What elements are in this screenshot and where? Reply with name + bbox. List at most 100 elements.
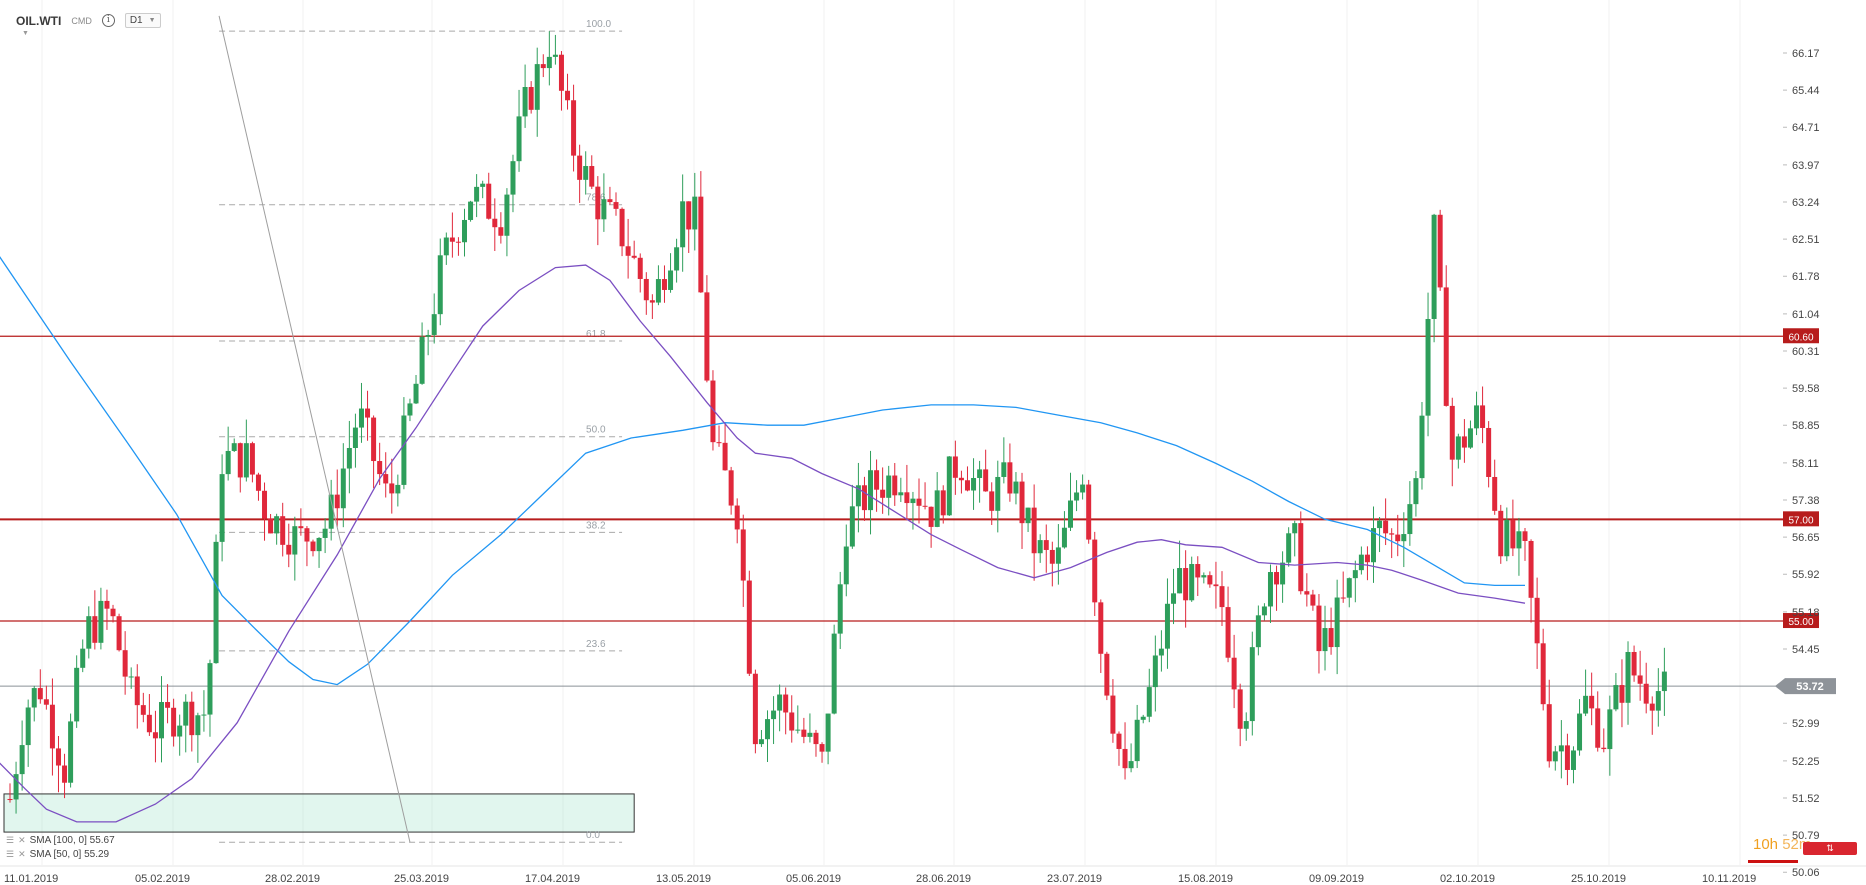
level-tag-label: 60.60	[1788, 332, 1813, 343]
candle	[298, 526, 304, 529]
candle	[1492, 476, 1498, 511]
close-icon[interactable]: ✕	[18, 849, 26, 859]
candle	[165, 702, 171, 708]
candle	[1025, 507, 1031, 524]
candle	[1601, 747, 1607, 750]
candle	[801, 729, 807, 737]
candle	[1449, 405, 1455, 460]
candle	[62, 765, 68, 783]
candle	[401, 415, 407, 485]
candle	[19, 745, 25, 775]
candle	[522, 87, 528, 117]
info-icon[interactable]: i	[101, 14, 115, 27]
candle	[86, 616, 92, 649]
candle	[1558, 745, 1564, 752]
candle	[31, 688, 37, 708]
candle	[13, 774, 19, 800]
candle	[940, 490, 946, 516]
candle	[922, 505, 928, 507]
symbol-label[interactable]: OIL.WTI	[16, 13, 62, 28]
candle	[1140, 716, 1146, 720]
candle	[583, 166, 589, 180]
candle	[746, 580, 752, 674]
candle	[1280, 562, 1286, 585]
candle	[1401, 534, 1407, 542]
candle	[619, 208, 625, 247]
candle	[37, 688, 43, 700]
candle	[310, 541, 316, 552]
trade-button[interactable]: ⇅	[1803, 842, 1857, 855]
candle	[765, 719, 770, 740]
candle	[958, 477, 964, 481]
settings-icon[interactable]: ☰	[6, 835, 15, 845]
candle	[346, 447, 352, 469]
timeframe-select[interactable]: D1 ▼	[124, 13, 161, 28]
collapse-arrow-icon[interactable]: ▼	[22, 30, 29, 37]
candle	[455, 241, 461, 243]
candle	[1407, 504, 1413, 535]
candle	[1358, 554, 1364, 571]
candle	[740, 529, 746, 581]
sma100-legend[interactable]: ☰ ✕ SMA [100, 0] 55.67	[6, 835, 115, 846]
candle	[1467, 428, 1473, 448]
candle	[1419, 415, 1425, 479]
candle	[892, 475, 898, 496]
y-tick-label: 58.11	[1792, 458, 1819, 470]
y-tick-label: 57.38	[1792, 495, 1820, 507]
candle	[1425, 318, 1431, 416]
candle	[661, 279, 667, 290]
timer-hours: 10h	[1753, 836, 1779, 853]
y-tick-label: 60.31	[1792, 346, 1820, 358]
candle	[819, 744, 825, 752]
candle	[1364, 554, 1370, 563]
candle	[1334, 597, 1340, 648]
candle	[1455, 436, 1461, 460]
candle	[1267, 572, 1273, 607]
candle	[625, 246, 631, 256]
candle	[1152, 655, 1158, 688]
chevron-down-icon: ▼	[148, 17, 156, 24]
candle	[1649, 703, 1655, 711]
candle	[1328, 628, 1334, 648]
sma50-legend[interactable]: ☰ ✕ SMA [50, 0] 55.29	[6, 849, 109, 860]
candle	[237, 443, 243, 478]
candle	[710, 380, 716, 443]
settings-icon[interactable]: ☰	[6, 849, 15, 859]
candle	[268, 518, 274, 534]
y-tick-label: 54.45	[1792, 644, 1820, 656]
candle	[322, 528, 328, 538]
candle	[68, 721, 74, 783]
candle	[1577, 713, 1583, 751]
candle	[1255, 615, 1261, 648]
candle	[880, 489, 886, 498]
fib-label: 100.0	[586, 19, 611, 30]
close-icon[interactable]: ✕	[18, 835, 26, 845]
candle	[1049, 549, 1055, 564]
sma50-line	[0, 264, 1526, 823]
candle	[1061, 527, 1067, 548]
y-tick-label: 55.92	[1792, 569, 1820, 581]
candle	[861, 485, 867, 511]
level-tag	[1783, 511, 1819, 527]
candle	[946, 456, 952, 516]
candle	[74, 667, 80, 722]
candle	[1183, 568, 1189, 601]
candle	[1540, 643, 1546, 705]
candle	[395, 484, 401, 494]
candle	[771, 710, 777, 720]
candle	[1443, 287, 1449, 406]
candle	[1631, 651, 1637, 676]
y-tick-label: 59.58	[1792, 383, 1820, 395]
candle	[1552, 751, 1558, 762]
candle	[140, 705, 146, 715]
candle	[80, 648, 86, 668]
candle	[55, 748, 61, 766]
candle	[637, 257, 643, 279]
candle	[419, 336, 425, 384]
candle	[1201, 575, 1207, 578]
candle	[304, 528, 310, 542]
candle	[1383, 520, 1389, 534]
chart-toolbar: OIL.WTI CMD i D1 ▼	[16, 13, 161, 28]
candle	[1001, 462, 1007, 477]
